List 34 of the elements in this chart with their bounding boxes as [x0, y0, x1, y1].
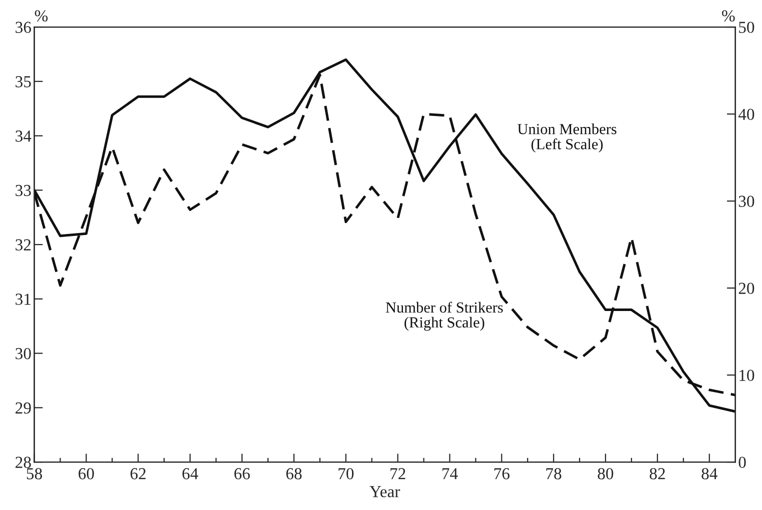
y-tick-label: 33	[16, 184, 31, 196]
x-tick-label: 72	[390, 468, 406, 480]
x-tick-label: 62	[130, 468, 146, 480]
x-tick-label: 64	[182, 468, 198, 480]
x-tick-label: 70	[338, 468, 354, 480]
x-tick-label: 66	[234, 468, 250, 480]
y2-axis-title: %	[722, 10, 735, 22]
y-tick-label: 34	[16, 130, 32, 142]
x-tick-label: 76	[494, 468, 510, 480]
y2-tick-label: 30	[738, 196, 754, 207]
x-tick-label: 82	[650, 468, 665, 480]
x-tick-label: 84	[702, 468, 718, 480]
x-tick-label: 58	[26, 468, 42, 480]
y-tick-label: 36	[16, 22, 32, 33]
x-tick-label: 78	[546, 468, 562, 480]
y2-tick-label: 50	[739, 22, 754, 33]
x-tick-label: 60	[78, 468, 94, 480]
y2-tick-label: 10	[740, 370, 754, 381]
y-tick-label: 32	[16, 239, 31, 250]
y2-tick-label: 20	[738, 282, 754, 294]
y-tick-label: 28	[16, 456, 31, 468]
series-label: Union Members (Left Scale)	[518, 123, 616, 152]
y-tick-label: 29	[16, 402, 31, 414]
series-label: Number of Strikers (Right Scale)	[386, 302, 503, 331]
x-tick-label: 80	[598, 468, 614, 480]
y2-tick-label: 0	[738, 456, 746, 468]
x-tick-label: 68	[286, 468, 302, 480]
y-tick-label: 31	[16, 294, 31, 305]
y-axis-title: %	[34, 10, 48, 22]
y2-tick-label: 40	[738, 108, 754, 120]
y-tick-label: 30	[16, 348, 31, 360]
x-tick-label: 74	[442, 468, 458, 480]
x-axis-title: Year	[370, 486, 400, 498]
y-tick-label: 35	[16, 76, 31, 88]
